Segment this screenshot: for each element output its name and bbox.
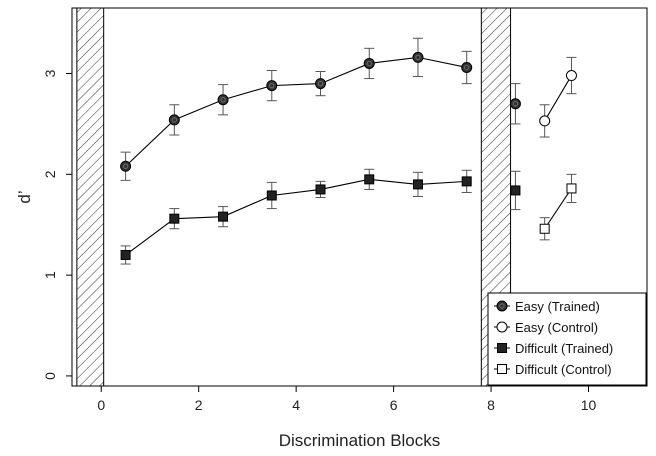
marker-difficult-trained <box>461 176 472 187</box>
x-tick-label: 6 <box>390 397 398 413</box>
marker-circle-inner <box>171 117 177 123</box>
x-tick-label: 2 <box>195 397 203 413</box>
series-1 <box>539 56 577 138</box>
marker-difficult-trained <box>266 190 277 201</box>
series-line <box>125 178 467 256</box>
legend: Easy (Trained) Easy (Control) Difficult (T… <box>487 292 647 386</box>
marker-circle-inner <box>464 64 470 71</box>
legend-box <box>487 292 647 386</box>
marker-circle-inner <box>317 81 324 87</box>
y-tick-label: 1 <box>42 271 58 279</box>
marker-easy-trained <box>496 300 508 312</box>
marker-circle-fill <box>266 80 278 92</box>
marker-difficult-control <box>497 364 507 374</box>
marker-circle-inner <box>512 101 519 107</box>
marker-easy-trained <box>168 114 180 126</box>
marker-difficult-control <box>539 223 550 234</box>
data-series <box>120 37 577 265</box>
legend-label: Difficult (Trained) <box>515 341 613 356</box>
marker-circle-inner <box>415 54 421 60</box>
x-tick-label: 10 <box>581 397 597 413</box>
marker-easy-control <box>496 321 508 333</box>
series-line <box>544 188 572 230</box>
marker-difficult-trained <box>510 185 521 196</box>
marker-circle-fill <box>363 57 375 69</box>
marker-difficult-trained <box>218 211 229 222</box>
marker-circle-fill <box>315 78 327 90</box>
marker-difficult-trained <box>169 213 180 224</box>
marker-easy-trained <box>266 80 278 92</box>
marker-circle-fill <box>217 94 229 106</box>
legend-item: Easy (Control) <box>494 320 598 335</box>
marker-easy-trained <box>363 57 375 69</box>
legend-label: Easy (Trained) <box>515 299 600 314</box>
y-tick-label: 3 <box>42 69 58 77</box>
hatched-region-1 <box>76 7 105 387</box>
marker-circle-inner <box>499 303 505 309</box>
marker-easy-trained <box>412 51 424 63</box>
x-axis-title: Discrimination Blocks <box>279 431 441 450</box>
series-2 <box>120 168 521 265</box>
marker-easy-trained <box>120 160 132 172</box>
marker-circle-fill <box>461 61 473 73</box>
marker-circle-inner <box>123 163 129 169</box>
marker-circle-inner <box>220 97 226 103</box>
marker-easy-control <box>565 70 577 82</box>
series-3 <box>539 173 577 241</box>
series-line <box>125 56 467 167</box>
marker-circle-fill <box>120 160 132 172</box>
x-tick-label: 8 <box>487 397 495 413</box>
legend-label: Difficult (Control) <box>515 362 612 377</box>
marker-difficult-trained <box>412 179 423 190</box>
legend-item: Easy (Trained) <box>494 299 600 314</box>
marker-difficult-trained <box>497 343 507 353</box>
axes: 0 2 4 6 8 10 0 1 2 3 <box>42 69 597 413</box>
x-tick-label: 0 <box>97 397 105 413</box>
marker-circle-fill <box>496 300 508 312</box>
marker-difficult-trained <box>364 174 375 185</box>
y-tick-label: 0 <box>42 372 58 380</box>
marker-circle-fill <box>509 98 521 110</box>
marker-difficult-trained <box>120 249 131 260</box>
series-line <box>544 75 572 122</box>
marker-difficult-trained <box>315 184 326 195</box>
plot-frame <box>71 7 648 387</box>
legend-item: Difficult (Control) <box>494 362 612 377</box>
y-axis-title: d’ <box>15 190 34 203</box>
legend-label: Easy (Control) <box>515 320 598 335</box>
marker-easy-trained <box>509 98 521 110</box>
marker-easy-trained <box>315 78 327 90</box>
legend-item: Difficult (Trained) <box>494 341 613 356</box>
marker-circle-inner <box>269 83 275 89</box>
marker-easy-control <box>539 115 551 127</box>
y-tick-label: 2 <box>42 170 58 178</box>
x-tick-label: 4 <box>292 397 300 413</box>
marker-easy-trained <box>217 94 229 106</box>
series-0 <box>120 37 521 181</box>
marker-difficult-control <box>566 183 577 194</box>
marker-easy-trained <box>461 61 473 73</box>
marker-circle-inner <box>366 60 372 67</box>
hatched-regions <box>76 7 512 387</box>
marker-circle-fill <box>412 51 424 63</box>
marker-circle-fill <box>168 114 180 126</box>
